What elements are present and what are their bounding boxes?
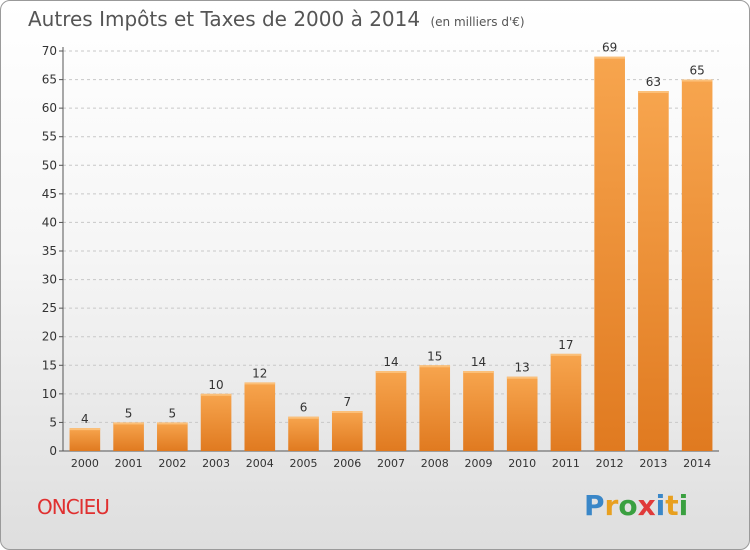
bar-highlight (594, 56, 625, 59)
y-tick-label: 5 (49, 415, 57, 429)
x-tick-label: 2002 (158, 457, 186, 470)
bar-value-label: 13 (515, 361, 530, 375)
bar-value-label: 5 (125, 406, 133, 420)
y-tick-label: 40 (42, 215, 57, 229)
bar (594, 56, 625, 451)
bar (463, 371, 494, 451)
value-labels: 4 5 5 10 12 6 7 14 15 14 13 17 69 63 65 (81, 41, 705, 426)
bar (506, 376, 538, 451)
bars (69, 56, 713, 452)
bar (638, 91, 669, 451)
bar-highlight (550, 353, 582, 356)
x-tick-label: 2010 (508, 457, 536, 470)
x-tick-label: 2001 (115, 457, 143, 470)
y-tick-label: 65 (42, 73, 57, 87)
x-tick-label: 2004 (246, 457, 274, 470)
bar (244, 382, 276, 451)
logo-letter: r (604, 489, 619, 522)
logo-letter: i (655, 489, 666, 522)
bar-value-label: 5 (169, 406, 177, 420)
chart-subtitle: (en milliers d'€) (430, 15, 525, 29)
x-tick-label: 2008 (421, 457, 449, 470)
bar (681, 79, 713, 452)
y-tick-labels: 0 5 10 15 20 25 30 35 40 45 50 55 60 65 70 (42, 44, 57, 458)
y-tick-label: 25 (42, 301, 57, 315)
bar (113, 422, 144, 451)
bar (419, 365, 451, 451)
bar-value-label: 14 (471, 355, 486, 369)
bar-value-label: 14 (383, 355, 398, 369)
bar-value-label: 17 (558, 338, 573, 352)
logo-letter: P (584, 489, 605, 522)
x-tick-label: 2011 (552, 457, 580, 470)
y-tick-label: 20 (42, 330, 57, 344)
bar-highlight (244, 382, 276, 385)
proxiti-logo: Proxiti (584, 489, 688, 522)
y-tick-label: 0 (49, 444, 57, 458)
y-tick-label: 45 (42, 187, 57, 201)
commune-name: ONCIEU (37, 495, 110, 519)
bar (375, 371, 407, 451)
bar-highlight (506, 376, 538, 379)
bar-value-label: 4 (81, 412, 89, 426)
bar-value-label: 12 (252, 366, 267, 380)
x-tick-label: 2014 (683, 457, 711, 470)
y-tick-label: 70 (42, 44, 57, 58)
y-tick-label: 60 (42, 101, 57, 115)
y-tick-label: 50 (42, 158, 57, 172)
bar (200, 393, 232, 451)
bar-highlight (681, 79, 713, 82)
bar-highlight (200, 393, 232, 396)
bar (69, 428, 101, 451)
bar-highlight (419, 365, 451, 368)
bar-value-label: 10 (208, 378, 223, 392)
x-tick-label: 2000 (71, 457, 99, 470)
chart-title-text: Autres Impôts et Taxes de 2000 à 2014 (28, 7, 421, 31)
bar-highlight (113, 422, 144, 425)
bar-highlight (157, 422, 188, 425)
bar (288, 416, 319, 451)
bar (157, 422, 188, 451)
bar-highlight (69, 428, 101, 431)
y-tick-label: 10 (42, 387, 57, 401)
x-tick-label: 2013 (639, 457, 667, 470)
bar-value-label: 6 (300, 401, 308, 415)
x-tick-label: 2009 (464, 457, 492, 470)
bar (331, 411, 363, 451)
logo-letter: i (678, 489, 689, 522)
bar-value-label: 15 (427, 349, 442, 363)
y-tick-label: 15 (42, 358, 57, 372)
bar-highlight (288, 416, 319, 419)
logo-letter: t (665, 489, 679, 522)
logo-letter: o (618, 489, 638, 522)
bar-highlight (463, 371, 494, 373)
bar-highlight (375, 371, 407, 373)
bar-value-label: 65 (689, 64, 704, 78)
x-tick-label: 2003 (202, 457, 230, 470)
x-tick-label: 2012 (596, 457, 624, 470)
y-tick-label: 30 (42, 273, 57, 287)
y-tick-label: 35 (42, 244, 57, 258)
x-tick-labels: 2000 2001 2002 2003 2004 2005 2006 2007 2008 2009… (71, 457, 711, 470)
bar-highlight (638, 91, 669, 93)
logo-letter: x (637, 489, 656, 522)
bar-value-label: 69 (602, 41, 617, 55)
bar-value-label: 63 (646, 75, 661, 89)
x-tick-label: 2006 (333, 457, 361, 470)
x-tick-label: 2007 (377, 457, 405, 470)
bar-highlight (331, 411, 363, 413)
x-tick-label: 2005 (290, 457, 318, 470)
bar (550, 353, 582, 451)
chart-title: Autres Impôts et Taxes de 2000 à 2014 (e… (28, 7, 525, 31)
y-tick-label: 55 (42, 130, 57, 144)
bar-value-label: 7 (343, 395, 351, 409)
